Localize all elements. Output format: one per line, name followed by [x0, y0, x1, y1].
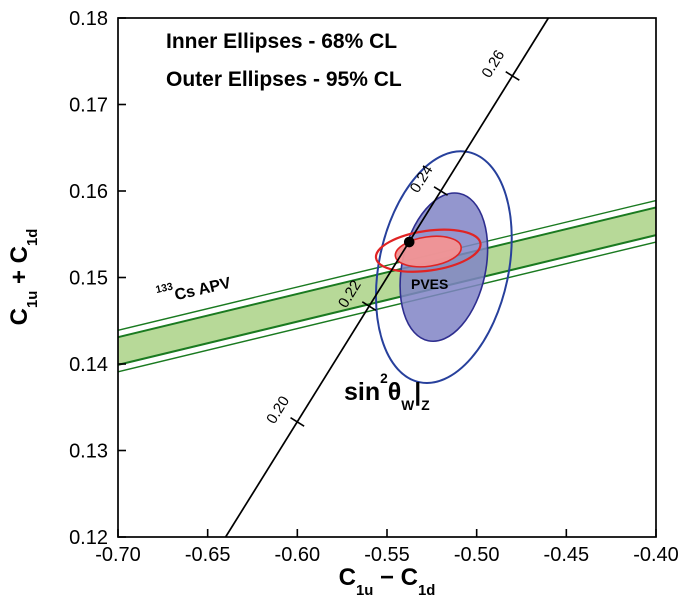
y-axis-title: C1u + C1d — [6, 228, 41, 326]
pves-outer-95-ellipse — [374, 150, 513, 384]
legend-outer-cl-label: Outer Ellipses - 95% CL — [166, 68, 402, 91]
y-tick-label: 0.15 — [69, 268, 108, 290]
y-tick-label: 0.12 — [69, 527, 108, 549]
x-tick-label: -0.70 — [95, 544, 141, 566]
combined-outer-95-ellipse — [374, 228, 482, 273]
pves-label: PVES — [411, 276, 449, 292]
sin2thetaw-label: sin2θW|Z — [344, 371, 430, 414]
x-tick-label: -0.50 — [454, 544, 500, 566]
sm-point-dot — [403, 236, 415, 248]
x-tick-label: -0.65 — [185, 544, 231, 566]
cs-apv-band-edge-3 — [117, 199, 657, 331]
cs-apv-band-edge-0 — [117, 234, 657, 366]
x-axis-title: C1u − C1d — [338, 564, 436, 599]
y-tick-label: 0.13 — [69, 441, 108, 463]
cs-apv-band-fill — [118, 207, 656, 365]
cs-apv-band-edge-1 — [117, 206, 657, 339]
legend-inner-cl-label: Inner Ellipses - 68% CL — [166, 30, 398, 53]
x-tick-label: -0.55 — [364, 544, 410, 566]
y-tick-label: 0.18 — [69, 8, 108, 30]
sm-line-tick — [433, 186, 449, 196]
sm-prediction-line — [224, 17, 550, 538]
cs-apv-superscript: 133 — [154, 281, 175, 297]
sm-line-tick — [290, 417, 305, 427]
y-tick-label: 0.17 — [69, 95, 108, 117]
sm-line-tick — [361, 301, 377, 311]
x-tick-label: -0.60 — [275, 544, 321, 566]
sm-line-tick-label: 0.20 — [263, 393, 293, 427]
y-tick-label: 0.14 — [69, 354, 108, 376]
sm-line-tick-label: 0.24 — [407, 162, 437, 196]
sm-line-tick-label: 0.26 — [478, 47, 508, 81]
y-tick-label: 0.16 — [69, 181, 108, 203]
cs-apv-band-edge-2 — [117, 241, 657, 373]
x-tick-label: -0.40 — [633, 544, 679, 566]
sm-line-tick — [505, 71, 520, 81]
x-tick-label: -0.45 — [544, 544, 590, 566]
